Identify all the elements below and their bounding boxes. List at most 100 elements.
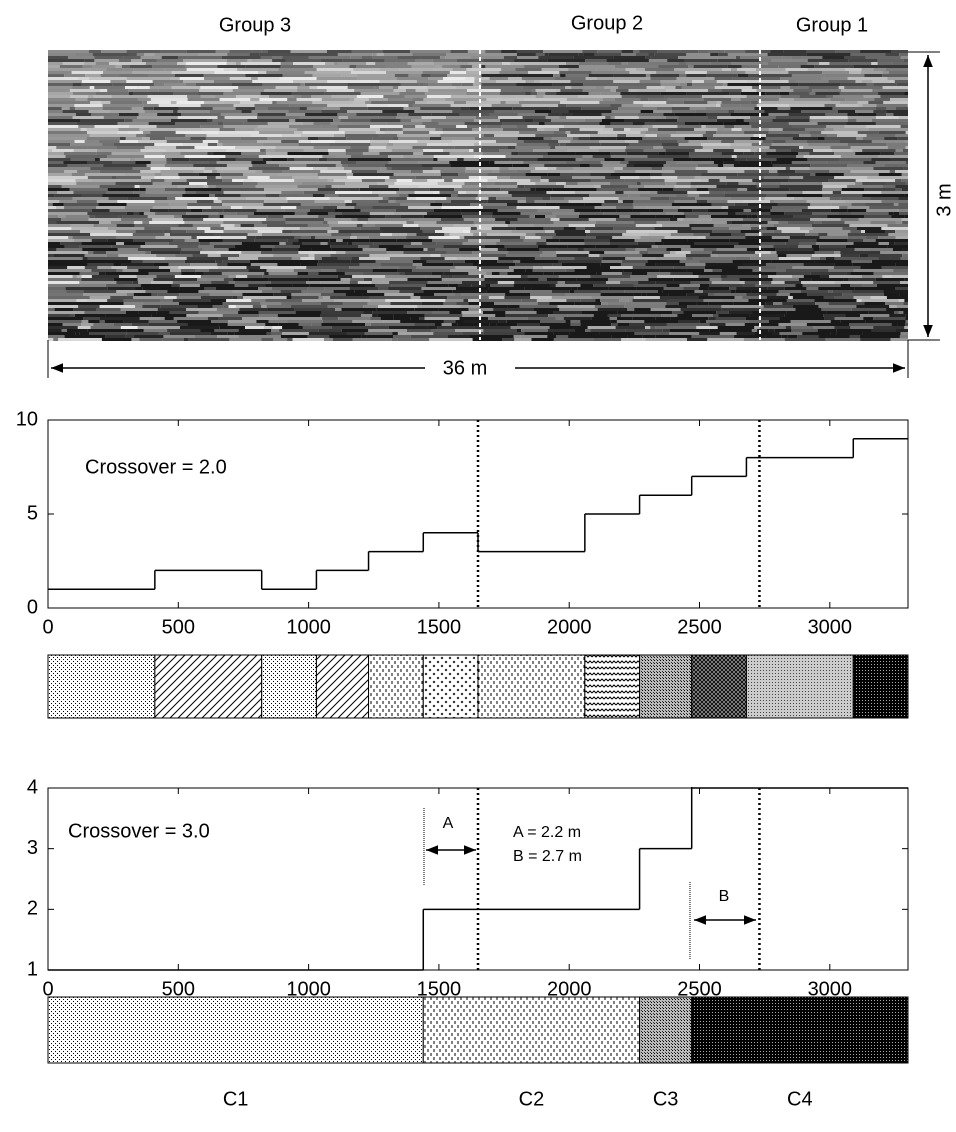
texture-cell — [214, 71, 258, 74]
texture-cell — [601, 290, 625, 293]
texture-cell — [352, 320, 383, 323]
texture-cell — [474, 221, 505, 224]
texture-cell — [536, 89, 556, 92]
texture-cell — [496, 323, 517, 326]
texture-cell — [699, 332, 720, 335]
class-label: C1 — [223, 1088, 249, 1110]
texture-cell — [48, 311, 84, 314]
texture-cell — [97, 152, 112, 155]
texture-cell — [767, 287, 785, 290]
texture-cell — [390, 257, 420, 260]
texture-cell — [905, 194, 908, 197]
texture-cell — [116, 65, 122, 68]
texture-cell — [327, 158, 348, 161]
texture-cell — [604, 86, 618, 89]
texture-cell — [282, 134, 301, 137]
texture-cell — [841, 218, 859, 221]
texture-cell — [476, 197, 489, 200]
texture-cell — [703, 290, 731, 293]
texture-cell — [132, 71, 172, 74]
texture-cell — [48, 110, 63, 113]
texture-cell — [678, 62, 686, 65]
texture-cell — [94, 224, 99, 227]
texture-cell — [229, 248, 273, 251]
texture-cell — [426, 284, 449, 287]
texture-cell — [797, 80, 828, 83]
texture-cell — [338, 194, 378, 197]
texture-cell — [137, 116, 178, 119]
texture-cell — [511, 230, 545, 233]
texture-cell — [321, 59, 343, 62]
texture-cell — [84, 59, 94, 62]
texture-cell — [70, 89, 100, 92]
texture-cell — [396, 80, 413, 83]
texture-cell — [300, 227, 332, 230]
texture-cell — [597, 188, 639, 191]
texture-cell — [433, 68, 452, 71]
texture-cell — [338, 317, 370, 320]
texture-cell — [48, 332, 75, 335]
texture-cell — [242, 242, 280, 245]
texture-cell — [48, 65, 60, 68]
texture-cell — [887, 296, 908, 299]
texture-cell — [684, 101, 707, 104]
texture-cell — [236, 275, 247, 278]
texture-cell — [657, 134, 671, 137]
texture-cell — [597, 77, 623, 80]
texture-cell — [222, 200, 265, 203]
texture-cell — [816, 239, 839, 242]
texture-cell — [616, 326, 645, 329]
texture-cell — [321, 110, 347, 113]
texture-cell — [179, 80, 184, 83]
texture-cell — [104, 116, 138, 119]
texture-cell — [89, 218, 121, 221]
texture-cell — [443, 302, 456, 305]
texture-cell — [547, 278, 576, 281]
texture-cell — [217, 251, 242, 254]
texture-cell — [179, 107, 213, 110]
texture-cell — [281, 191, 291, 194]
texture-cell — [622, 62, 628, 65]
texture-cell — [889, 305, 897, 308]
texture-cell — [128, 257, 165, 260]
texture-cell — [517, 143, 549, 146]
texture-cell — [433, 158, 437, 161]
texture-cell — [48, 98, 76, 101]
texture-cell — [186, 230, 205, 233]
texture-cell — [612, 335, 628, 338]
texture-cell — [411, 296, 421, 299]
texture-cell — [796, 308, 822, 311]
texture-cell — [183, 59, 227, 62]
texture-cell — [823, 314, 845, 317]
texture-cell — [782, 230, 810, 233]
class-segment — [585, 655, 640, 718]
texture-cell — [188, 98, 220, 101]
texture-cell — [486, 125, 501, 128]
texture-cell — [112, 266, 128, 269]
texture-cell — [515, 263, 552, 266]
texture-cell — [691, 185, 697, 188]
texture-cell — [66, 155, 108, 158]
texture-cell — [721, 107, 754, 110]
texture-cell — [781, 86, 790, 89]
texture-cell — [687, 305, 721, 308]
texture-cell — [623, 167, 652, 170]
note: A — [443, 815, 454, 832]
texture-cell — [151, 161, 167, 164]
texture-cell — [787, 194, 800, 197]
texture-cell — [789, 104, 824, 107]
texture-cell — [422, 302, 444, 305]
texture-cell — [621, 263, 646, 266]
texture-cell — [888, 224, 909, 227]
texture-cell — [710, 284, 743, 287]
texture-cell — [595, 245, 618, 248]
texture-cell — [258, 287, 272, 290]
texture-cell — [74, 149, 97, 152]
texture-cell — [233, 278, 264, 281]
texture-cell — [266, 194, 280, 197]
texture-cell — [615, 98, 641, 101]
texture-cell — [612, 236, 640, 239]
texture-cell — [90, 101, 101, 104]
texture-cell — [654, 227, 691, 230]
texture-cell — [884, 293, 900, 296]
